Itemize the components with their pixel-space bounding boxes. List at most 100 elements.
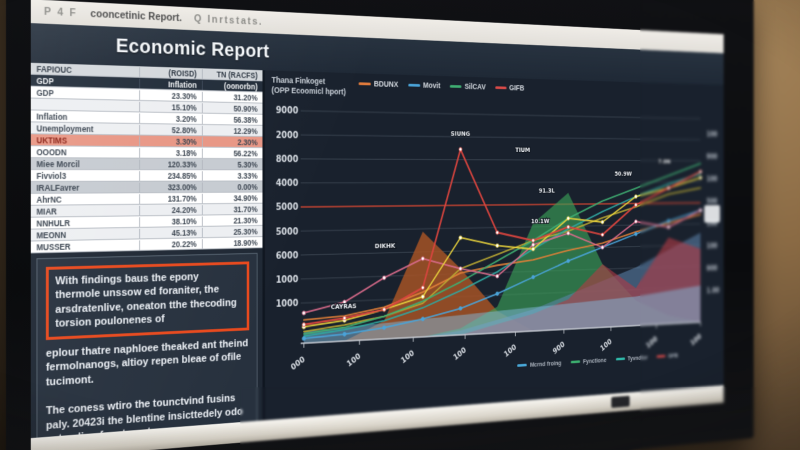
data-point-label: 10.1W [531,217,549,225]
data-point-marker [601,220,604,224]
data-point-label: 91.3L [539,187,555,195]
table-cell-value: 15.10% [139,101,202,112]
gridline [301,135,701,140]
x-axis-label: 900 [552,340,566,356]
chart-legend-item[interactable]: Fynctlone [571,356,607,366]
data-point-marker [601,246,604,250]
table-cell-label: UKTIMS [31,135,139,146]
table-cell-label: IRALFavrer [31,182,139,192]
findings-continuation: eplour thatre naphloee theaked ant thein… [46,337,249,390]
data-point-marker [421,286,424,290]
y-axis-label: 1000 [276,299,299,310]
right-axis-label: 1.00 [707,286,720,295]
data-point-marker [302,337,305,341]
table-cell-label: Miee Morcil [31,159,139,169]
gridline [301,182,701,183]
data-point-marker [383,326,386,330]
table-cell-value: (ROISD) [139,67,202,78]
data-point-marker [567,259,570,263]
table-cell-label: Inflation [31,111,139,123]
scrollbar-thumb[interactable] [704,205,720,223]
data-point-marker [567,232,570,236]
data-point-marker [421,317,424,321]
data-point-marker [699,170,702,173]
x-axis-label: 100 [400,349,416,366]
table-cell-label: AhrNC [31,194,139,205]
legend-dash-icon [358,82,370,85]
legend-dash-icon [657,355,666,358]
table-cell-label: MEONN [31,228,139,240]
chart-legend-item[interactable]: SilCAV [450,81,486,91]
table-row: Fivviol3 234.85% 3.33% [31,170,263,182]
browser-tab-title[interactable]: cooncetinic Report. [91,8,182,24]
data-point-marker [699,176,702,179]
table-cell-value: 34.90% [202,193,263,203]
data-point-marker [532,243,535,247]
data-point-marker [459,236,462,240]
legend-dash-icon [616,357,625,360]
chart-legend-item[interactable]: Tyvndtor [616,354,648,363]
table-cell-value: 31.70% [202,204,263,214]
browser-search-label[interactable]: Q Inrtstats. [194,13,263,27]
data-point-marker [421,257,424,261]
data-point-marker [667,225,670,228]
table-cell-value: 56.38% [202,114,263,124]
table-cell-label: NNHULR [31,217,139,228]
y-axis-label: 9000 [276,106,299,117]
table-cell-label: Fivviol3 [31,171,139,181]
economic-chart: 9000 2000 8000 4000 5000 5000 6000 1000 1000 000 1… [272,99,722,376]
data-point-marker [302,311,305,315]
data-point-marker [496,292,499,296]
table-cell-value: 18.90% [202,237,263,248]
x-axis-label: 100 [645,335,659,351]
data-point-marker [421,295,424,299]
right-axis-label: 100 [707,130,718,138]
data-point-marker [667,219,670,222]
data-point-marker [383,276,386,280]
chart-legend-item[interactable]: Movit [408,80,440,90]
legend-dash-icon [571,360,580,363]
table-cell-value: 24.20% [139,205,202,215]
right-axis-label: 100 [707,242,718,250]
chart-subtitle: (OPP Ecoomicl hport) [272,86,346,98]
table-cell-value: Inflation [139,78,202,89]
table-cell-label: GDP [31,87,139,99]
monitor-power-button[interactable] [611,396,629,408]
findings-callout: With findings baus the epony thermole un… [46,261,249,340]
table-cell-value: (oonorbn) [202,80,263,91]
right-axis-label: 500 [707,197,718,205]
chart-legend-item[interactable]: BDUNX [358,79,398,89]
table-cell-value: 234.85% [139,171,202,181]
data-point-marker [459,267,462,271]
legend-label: GFB [668,352,678,360]
data-point-marker [635,232,638,235]
data-point-label: 7.0N [658,158,670,166]
page-title: Economic Report [31,31,270,63]
gridline [301,159,701,161]
findings-panel: With findings baus the epony thermole un… [36,253,257,438]
table-cell-value: 120.33% [139,159,202,169]
table-cell-label: GDP [31,75,139,88]
data-point-marker [459,306,462,310]
chart-legend-item[interactable]: Mcrnd froing [517,359,561,369]
indicator-table: FAPIOUC (ROISD) TN (RACFS) GDP Inflation (oon… [31,63,263,254]
chart-legend-item[interactable]: GIFB [495,83,524,92]
data-point-marker [496,244,499,248]
y-axis-label: 1000 [276,275,299,286]
screen: P 4 F cooncetinic Report. Q Inrtstats. E… [31,0,724,438]
chart-legend-item[interactable]: GFB [657,352,678,361]
right-axis-label: 100 [707,175,718,183]
legend-label: BDUNX [374,79,398,89]
browser-window-controls: P 4 F [44,6,78,19]
data-point-marker [383,308,386,312]
x-axis-label: 100 [503,343,518,359]
table-cell-value: 3.33% [202,171,263,180]
monitor: P 4 F cooncetinic Report. Q Inrtstats. E… [6,0,754,450]
table-cell-value: 323.00% [139,182,202,192]
data-point-marker [601,233,604,237]
table-cell-value: 38.10% [139,216,202,226]
data-point-marker [459,147,462,151]
table-cell-value: 3.30% [139,136,202,146]
data-point-marker [567,225,570,229]
table-cell-value: 12.29% [202,125,263,135]
